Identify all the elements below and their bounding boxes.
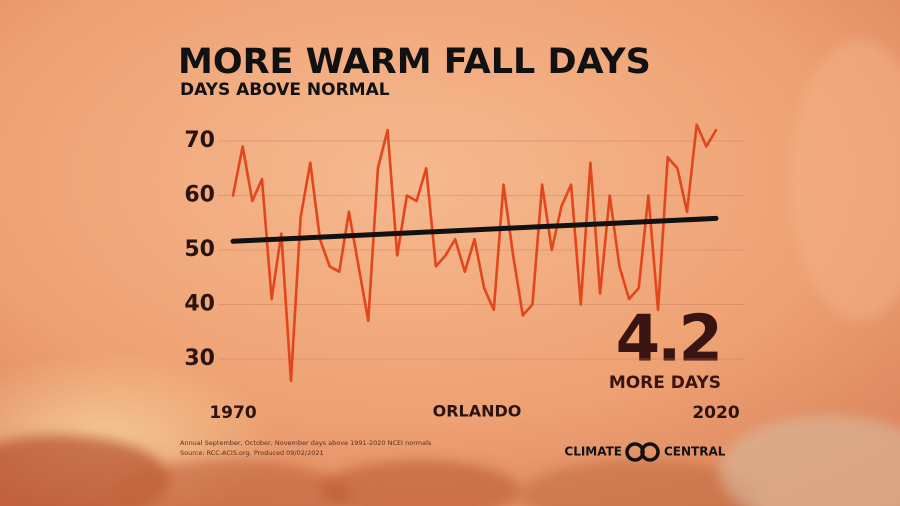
trend-line (230, 215, 719, 244)
y-tick-label: 60 (184, 183, 215, 208)
y-tick-label: 50 (184, 237, 215, 262)
x-tick-label: 2020 (692, 403, 739, 423)
chart-subtitle: DAYS ABOVE NORMAL (180, 80, 390, 100)
annotation-value: 4.2 (616, 303, 720, 377)
footnote: Source: RCC-ACIS.org. Produced 09/02/202… (180, 449, 324, 457)
y-tick-label: 40 (184, 292, 215, 317)
brand-text: CENTRAL (664, 445, 726, 459)
brand-logo (625, 442, 660, 462)
y-tick-label: 70 (184, 128, 215, 153)
y-tick-label: 30 (184, 346, 215, 371)
chart-title: MORE WARM FALL DAYS (178, 42, 651, 82)
location-label: ORLANDO (433, 402, 522, 421)
footnote: Annual September, October, November days… (180, 439, 432, 447)
leaves (0, 40, 900, 506)
brand-text: CLIMATE (564, 445, 622, 459)
x-tick-label: 1970 (209, 403, 256, 423)
annotation-text: MORE DAYS (609, 373, 721, 393)
data-line (231, 123, 718, 383)
